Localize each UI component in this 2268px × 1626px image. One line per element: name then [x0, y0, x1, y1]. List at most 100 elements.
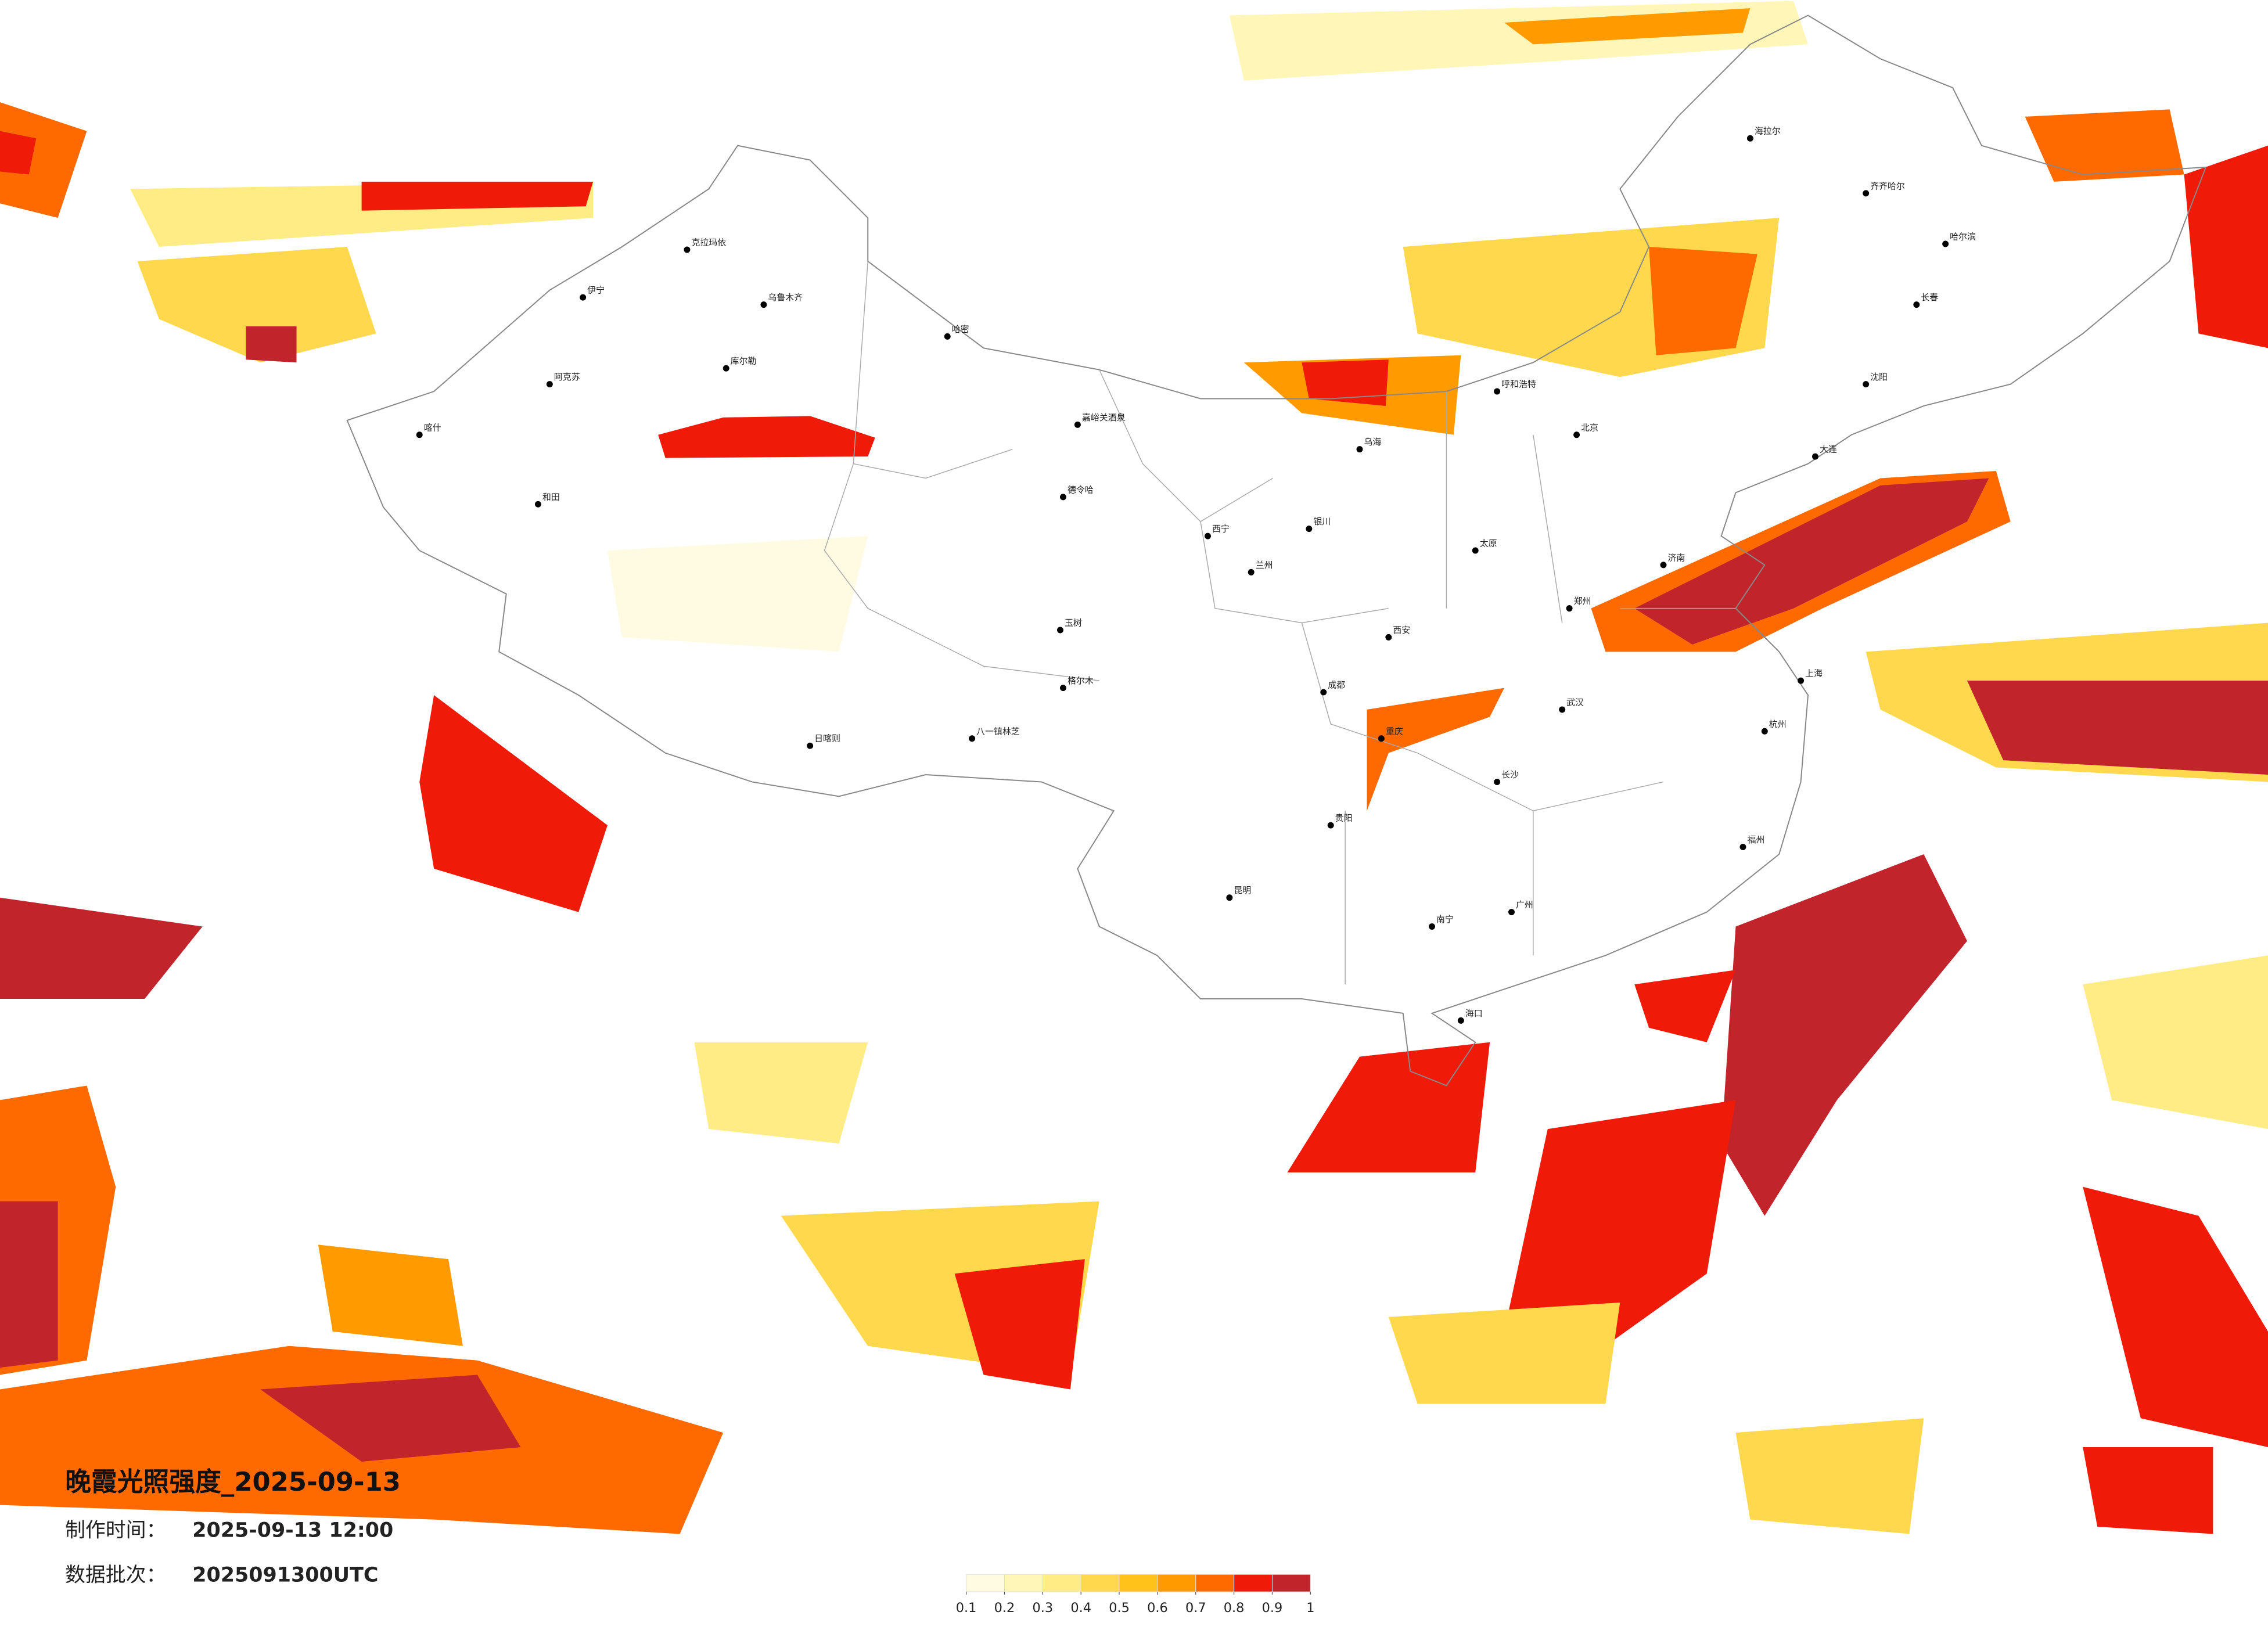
- city-label: 日喀则: [814, 733, 840, 744]
- city-label: 南宁: [1436, 914, 1454, 924]
- city-dot: [1508, 909, 1515, 916]
- city-dot: [944, 333, 951, 340]
- colorbar-tick-label: 0.1: [956, 1600, 977, 1616]
- city-dot: [1863, 190, 1870, 197]
- city-dot: [1739, 844, 1746, 851]
- city-label: 格尔木: [1067, 675, 1094, 686]
- city-label: 乌海: [1364, 437, 1381, 447]
- city-label: 银川: [1313, 516, 1331, 527]
- colorbar-swatch: [1195, 1574, 1235, 1592]
- city-label: 沈阳: [1870, 372, 1888, 382]
- city-dot: [1074, 421, 1081, 428]
- city-label: 哈尔滨: [1950, 232, 1976, 242]
- city-dot: [1472, 547, 1479, 554]
- city-label: 兰州: [1256, 560, 1273, 570]
- city-label: 上海: [1805, 668, 1823, 679]
- colorbar-swatch: [1080, 1574, 1120, 1592]
- city-label: 嘉峪关酒泉: [1082, 412, 1126, 423]
- cloud-patch: [318, 1244, 463, 1346]
- city-label: 贵阳: [1335, 813, 1353, 823]
- country-outline: [346, 15, 2207, 1087]
- city-dot: [1913, 301, 1920, 308]
- cloud-patch: [607, 536, 868, 652]
- city-label: 哈密: [952, 324, 969, 334]
- city-label: 和田: [542, 492, 560, 502]
- colorbar-swatch: [1234, 1574, 1273, 1592]
- city-label: 库尔勒: [731, 356, 757, 366]
- cloud-patch: [1735, 1418, 1924, 1534]
- batch-value: 2025091300UTC: [192, 1564, 378, 1587]
- city-dot: [723, 365, 729, 372]
- city-label: 济南: [1667, 552, 1685, 563]
- city-dot: [1746, 135, 1753, 142]
- city-dot: [1057, 627, 1063, 634]
- city-dot: [1385, 634, 1392, 641]
- city-label: 长沙: [1501, 769, 1519, 780]
- city-dot: [1494, 778, 1501, 785]
- city-dot: [1798, 677, 1805, 684]
- city-label: 八一镇林芝: [976, 726, 1020, 736]
- cloud-patch: [1302, 359, 1389, 406]
- cloud-patch: [1504, 8, 1751, 45]
- cloud-field: [0, 1, 2268, 1534]
- colorbar-tick-label: 0.6: [1147, 1600, 1168, 1616]
- city-label: 齐齐哈尔: [1870, 181, 1905, 191]
- city-label: 西安: [1393, 625, 1410, 635]
- city-label: 克拉玛依: [691, 238, 726, 248]
- city-label: 郑州: [1574, 596, 1591, 606]
- cloud-patch: [0, 102, 87, 218]
- city-dot: [1059, 494, 1066, 501]
- city-dot: [1429, 923, 1436, 930]
- city-dot: [534, 501, 541, 508]
- city-label: 太原: [1480, 538, 1497, 549]
- colorbar-tick-label: 0.7: [1185, 1600, 1206, 1616]
- colorbar-swatch: [1271, 1574, 1311, 1592]
- map-title: 晚霞光照强度_2025-09-13: [65, 1466, 401, 1497]
- city-dot: [580, 294, 587, 301]
- city-label: 玉树: [1065, 617, 1082, 628]
- city-dot: [416, 431, 423, 438]
- cloud-patch: [2083, 955, 2268, 1129]
- cloud-patch: [0, 1201, 58, 1368]
- city-dot: [1566, 605, 1573, 612]
- city-label: 长春: [1921, 292, 1938, 303]
- city-dot: [1573, 431, 1580, 438]
- city-dot: [1059, 685, 1066, 692]
- colorbar-tick-label: 1: [1306, 1600, 1314, 1616]
- city-dot: [1863, 381, 1870, 388]
- city-dot: [1205, 533, 1211, 539]
- city-label: 北京: [1581, 422, 1598, 433]
- city-dot: [546, 381, 553, 388]
- city-label: 福州: [1747, 834, 1764, 845]
- city-label: 大连: [1820, 444, 1837, 455]
- cloud-patch: [0, 131, 37, 175]
- colorbar-swatch: [1004, 1574, 1043, 1592]
- province-borders: [824, 261, 1736, 985]
- city-dot: [1494, 388, 1501, 395]
- city-dot: [684, 246, 691, 253]
- city-label: 海口: [1465, 1008, 1483, 1019]
- colorbar-tick-label: 0.5: [1109, 1600, 1130, 1616]
- cloud-patch: [2025, 109, 2184, 182]
- city-label: 乌鲁木齐: [768, 292, 803, 303]
- city-label: 喀什: [424, 422, 441, 433]
- cloud-patch: [1388, 1303, 1620, 1404]
- cloud-patch: [1287, 1042, 1490, 1172]
- city-dot: [807, 742, 814, 749]
- batch-label: 数据批次：: [65, 1564, 166, 1587]
- colorbar-tick-label: 0.2: [994, 1600, 1015, 1616]
- cloud-patch: [1504, 1100, 1736, 1346]
- city-dot: [1457, 1017, 1464, 1024]
- cloud-patch: [1634, 478, 1989, 645]
- cloud-patch: [694, 1042, 868, 1144]
- city-label: 呼和浩特: [1501, 379, 1536, 390]
- cloud-patch: [361, 181, 594, 211]
- colorbar: 0.1 0.2 0.3 0.4 0.5 0.6 0.7 0.8 0.9 1: [956, 1574, 1314, 1616]
- city-dot: [1306, 526, 1313, 533]
- cloud-patch: [260, 1375, 521, 1462]
- city-dot: [1559, 706, 1566, 713]
- city-dot: [1248, 569, 1255, 575]
- made-value: 2025-09-13 12:00: [192, 1519, 393, 1542]
- city-label: 昆明: [1234, 885, 1251, 895]
